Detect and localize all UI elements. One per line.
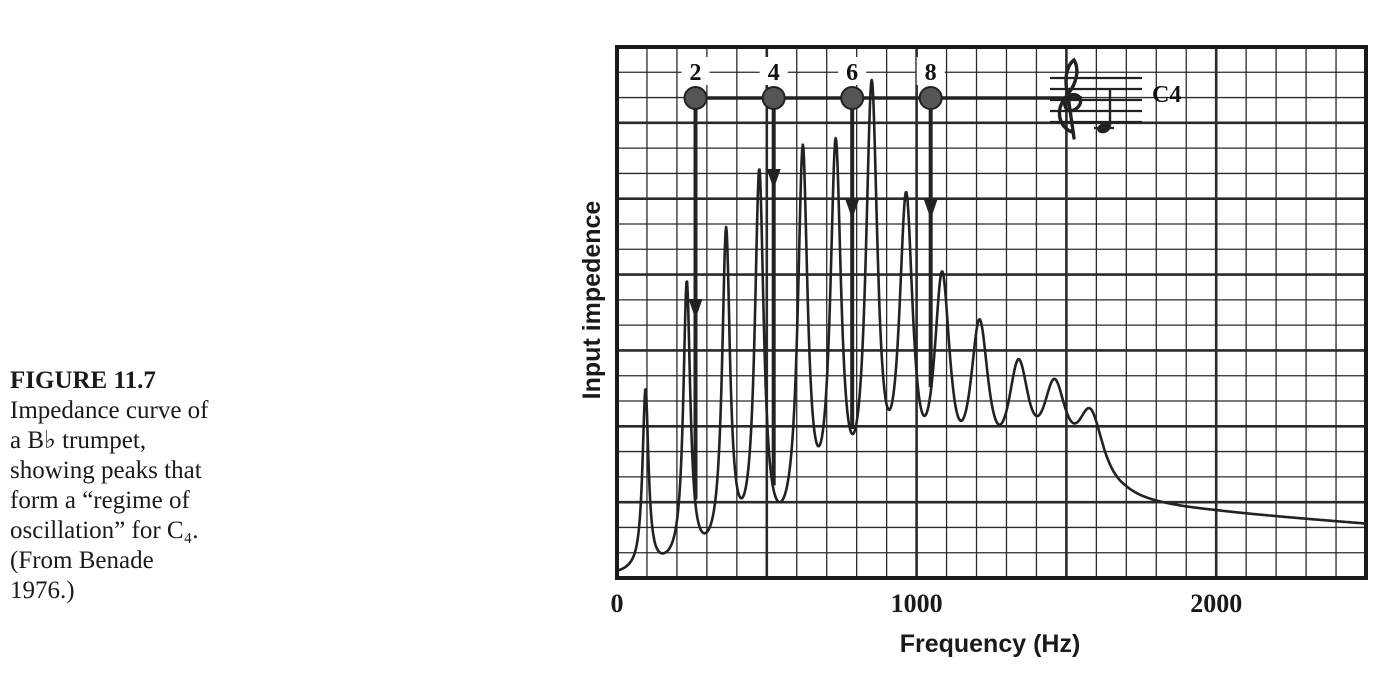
x-tick-labels: 0 1000 2000 <box>611 589 1243 618</box>
caption-line: 1976.) <box>10 577 75 604</box>
harmonic-marker <box>840 86 865 110</box>
harmonic-label-box <box>838 57 867 85</box>
plot-frame <box>615 45 1368 580</box>
arrow-head <box>845 199 860 219</box>
harmonic-label: 4 <box>768 60 780 86</box>
y-axis-title: Input impedence <box>578 201 606 400</box>
harmonic-label: 8 <box>925 60 937 86</box>
caption-line: showing peaks that <box>10 457 202 484</box>
regime-overlay: 2 4 6 8 C4 <box>681 57 1181 500</box>
harmonic-label: 6 <box>846 60 858 86</box>
treble-clef-icon <box>1057 57 1083 140</box>
x-tick-label: 2000 <box>1190 589 1242 618</box>
figure-label: FIGURE 11.7 <box>10 367 156 394</box>
arrow-head <box>688 299 703 319</box>
harmonic-marker <box>761 86 786 110</box>
harmonic-label-box <box>916 57 945 85</box>
harmonic-label-box <box>759 57 788 85</box>
curve-layer <box>616 78 1367 573</box>
x-axis-title: Frequency (Hz) <box>900 630 1081 658</box>
figure-caption: FIGURE 11.7 Impedance curve of a B♭ trum… <box>10 366 280 606</box>
note-head-icon <box>1097 122 1111 134</box>
arrow-head <box>923 199 938 219</box>
caption-line: oscillation” for C₄. <box>10 517 199 544</box>
impedance-curve <box>616 78 1367 573</box>
harmonic-label: 2 <box>689 60 701 86</box>
harmonic-label-box <box>681 57 710 85</box>
x-tick-label: 0 <box>611 589 624 618</box>
x-tick-label: 1000 <box>891 589 943 618</box>
chart-grid <box>617 47 1366 578</box>
harmonic-marker <box>918 86 943 110</box>
harmonic-marker <box>683 86 708 110</box>
caption-line: Impedance curve of <box>10 397 209 424</box>
caption-line: form a “regime of <box>10 487 190 514</box>
caption-line: (From Benade <box>10 547 154 574</box>
note-label: C4 <box>1152 82 1181 108</box>
caption-line: a B♭ trumpet, <box>10 427 147 454</box>
arrow-head <box>766 169 781 189</box>
